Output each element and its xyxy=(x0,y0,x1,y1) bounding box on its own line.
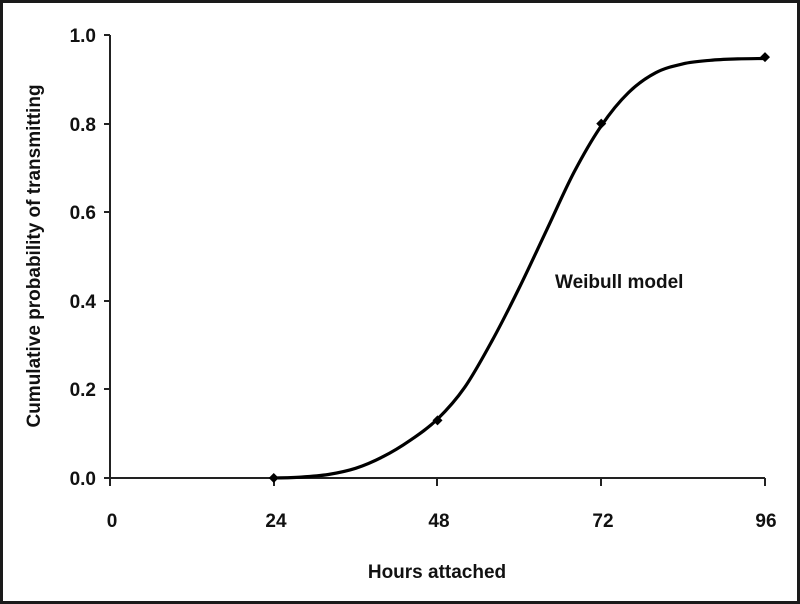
series-annotation: Weibull model xyxy=(555,272,683,293)
y-tick-label: 0.0 xyxy=(70,469,96,490)
x-tick-label: 0 xyxy=(107,511,118,532)
x-tick-label: 72 xyxy=(592,511,613,532)
diamond-marker-icon xyxy=(268,473,279,483)
y-tick-label: 1.0 xyxy=(70,26,96,47)
data-markers xyxy=(268,52,770,483)
y-axis: 1.0 0.8 0.6 0.4 0.2 0.0 xyxy=(70,26,111,490)
diamond-marker-icon xyxy=(432,415,443,426)
y-tick-label: 0.4 xyxy=(70,292,97,313)
y-tick-label: 0.6 xyxy=(70,203,96,224)
diamond-marker-icon xyxy=(760,52,770,63)
x-tick-label: 48 xyxy=(428,511,449,532)
diamond-marker-icon xyxy=(596,118,607,129)
x-tick-label: 24 xyxy=(265,511,287,532)
x-axis: 0 24 48 72 96 xyxy=(107,477,777,532)
x-axis-title: Hours attached xyxy=(368,562,506,583)
y-tick-label: 0.2 xyxy=(70,380,96,401)
x-tick-label: 96 xyxy=(755,511,776,532)
y-axis-title: Cumulative probability of transmitting xyxy=(24,84,45,427)
weibull-curve xyxy=(272,56,767,480)
y-tick-label: 0.8 xyxy=(70,115,96,136)
